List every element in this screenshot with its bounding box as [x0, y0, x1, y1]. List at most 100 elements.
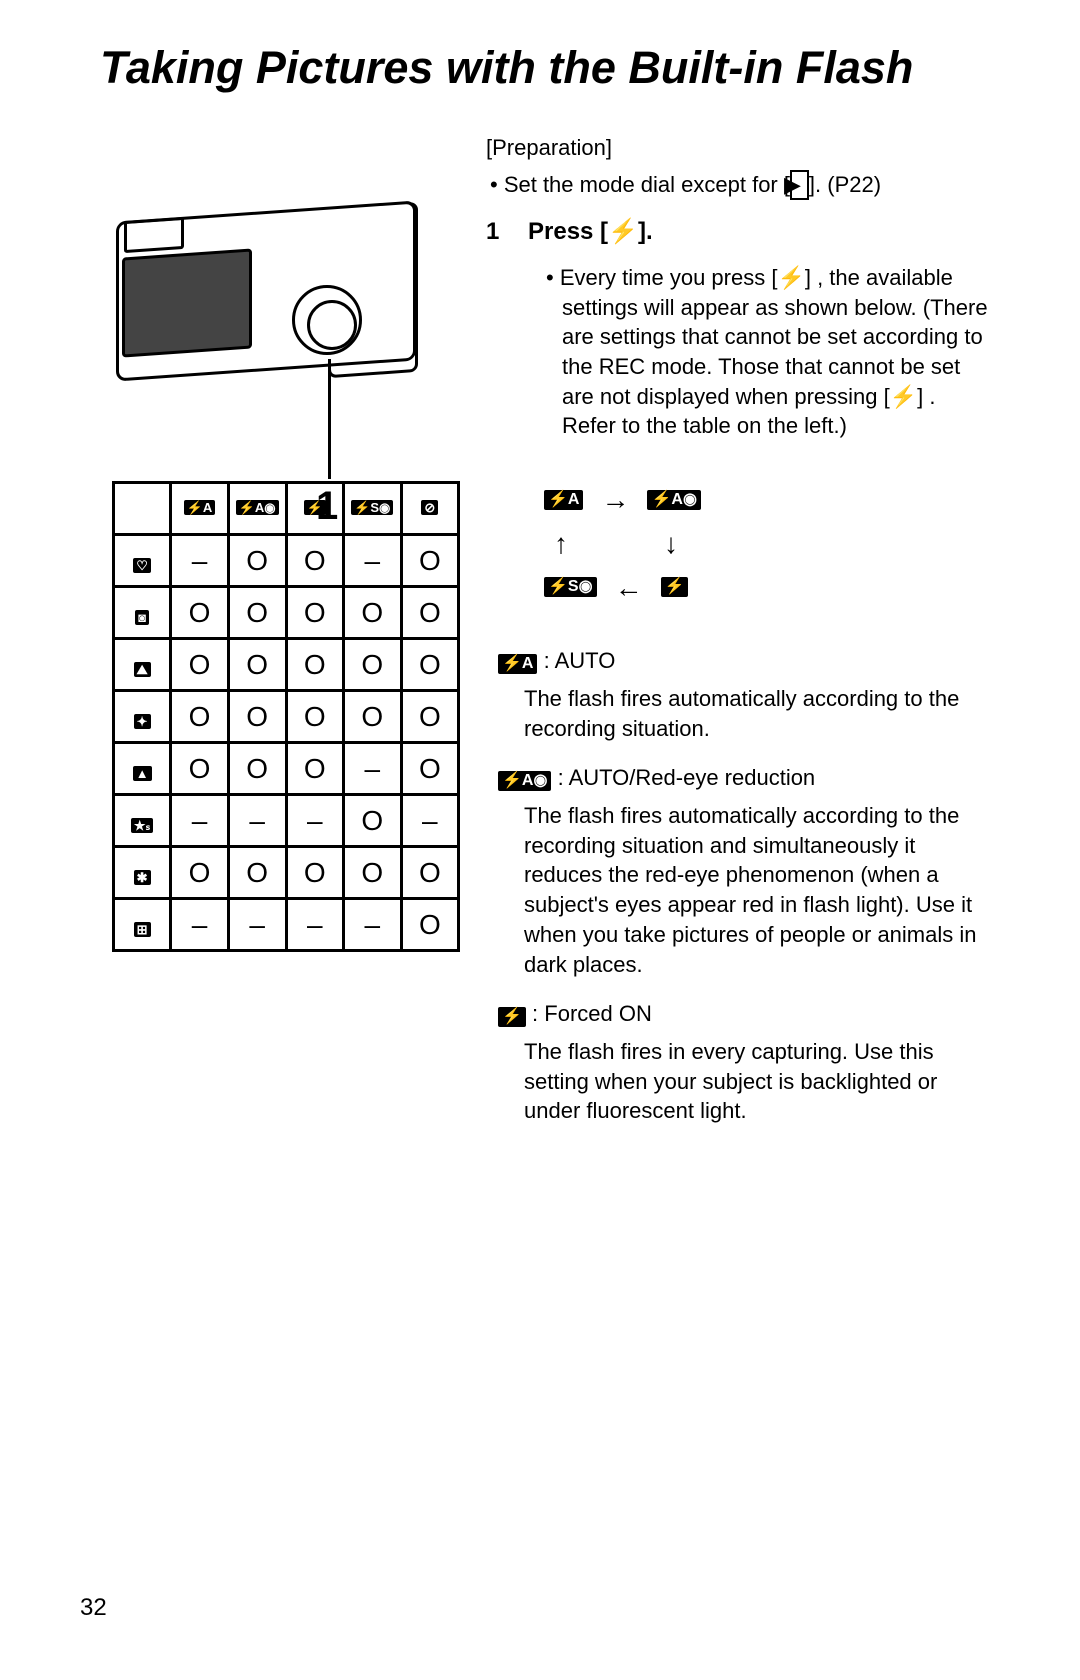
table-cell: –	[343, 742, 401, 794]
table-cell: –	[171, 534, 229, 586]
row-header: ◙	[114, 586, 171, 638]
flash-auto-redeye-icon: ⚡A◉	[498, 771, 551, 791]
table-cell: O	[171, 742, 229, 794]
table-cell: O	[286, 742, 343, 794]
mode-auto: ⚡A : AUTO The flash fires automatically …	[498, 646, 995, 743]
mode-dial-icon: ⛰︎	[134, 662, 151, 677]
table-cell: O	[343, 638, 401, 690]
mid-area: ⚡A ⚡A◉ ⚡ ⚡S◉ ⊘ ♡–OO–O◙OOOOO⛰︎OOOOO✦OOOOO…	[100, 481, 995, 1146]
table-cell: –	[171, 898, 229, 950]
callout-number: 1	[316, 479, 338, 533]
table-cell: O	[171, 638, 229, 690]
table-cell: O	[286, 846, 343, 898]
mode-heading: ⚡ : Forced ON	[498, 999, 995, 1029]
preparation-bullet: • Set the mode dial except for [▶]. (P22…	[486, 170, 995, 200]
mode-dial-icon: ✦	[134, 714, 151, 729]
prep-text-suffix: ]. (P22)	[809, 172, 881, 197]
preparation-label: [Preparation]	[486, 133, 995, 163]
step-1-heading: 1 Press [⚡].	[486, 216, 995, 248]
mode-dial-icon: ⊞	[134, 922, 151, 937]
camera-illustration: 1	[100, 173, 440, 413]
col-header: ⊘	[401, 482, 458, 534]
mode-body: The flash fires automatically according …	[498, 684, 995, 743]
mode-label: : AUTO	[544, 648, 616, 673]
table-cell: –	[171, 794, 229, 846]
top-area: 1 [Preparation] • Set the mode dial exce…	[100, 123, 995, 441]
table-header-row: ⚡A ⚡A◉ ⚡ ⚡S◉ ⊘	[114, 482, 459, 534]
step-body: • Every time you press [⚡] , the availab…	[486, 263, 995, 441]
table-cell: O	[171, 846, 229, 898]
flash-icon: ⚡	[777, 265, 804, 290]
arrow-left-icon: ←	[615, 569, 643, 607]
playback-icon: ▶	[790, 170, 809, 200]
flash-auto-icon: ⚡A	[184, 500, 216, 515]
table-cell: O	[228, 846, 286, 898]
flash-slow-redeye-icon: ⚡S◉	[544, 577, 597, 597]
mode-dial-icon: ✱	[134, 870, 151, 885]
flash-off-icon: ⊘	[421, 500, 438, 515]
table-cell: O	[401, 690, 458, 742]
col-header: ⚡A◉	[228, 482, 286, 534]
table-row: ⊞––––O	[114, 898, 459, 950]
table-cell: O	[401, 742, 458, 794]
row-header: ⊞	[114, 898, 171, 950]
table-cell: –	[286, 898, 343, 950]
table-cell: O	[343, 846, 401, 898]
row-header: ✦	[114, 690, 171, 742]
table-cell: –	[343, 534, 401, 586]
table-row: ✱OOOOO	[114, 846, 459, 898]
table-cell: O	[228, 534, 286, 586]
mode-auto-redeye: ⚡A◉ : AUTO/Red-eye reduction The flash f…	[498, 763, 995, 979]
flash-auto-redeye-icon: ⚡A◉	[236, 500, 279, 515]
table-cell: O	[228, 586, 286, 638]
table-cell: O	[401, 846, 458, 898]
arrow-right-icon: →	[601, 481, 629, 519]
table-cell: O	[401, 586, 458, 638]
arrow-down-icon: ↓	[664, 525, 678, 563]
flash-on-icon: ⚡	[661, 577, 689, 597]
table-row: ✦OOOOO	[114, 690, 459, 742]
flash-mode-table: ⚡A ⚡A◉ ⚡ ⚡S◉ ⊘ ♡–OO–O◙OOOOO⛰︎OOOOO✦OOOOO…	[112, 481, 460, 952]
flash-auto-icon: ⚡A	[544, 490, 583, 510]
row-header: ★ₛ	[114, 794, 171, 846]
step-press-line: Press [⚡].	[528, 216, 653, 248]
table-row: ⛰︎OOOOO	[114, 638, 459, 690]
flash-auto-redeye-icon: ⚡A◉	[647, 490, 700, 510]
table-cell: –	[228, 898, 286, 950]
table-cell: O	[343, 794, 401, 846]
instruction-column: [Preparation] • Set the mode dial except…	[486, 123, 995, 441]
table-cell: O	[286, 586, 343, 638]
row-header: ⛰︎	[114, 638, 171, 690]
table-row: ★ₛ–––O–	[114, 794, 459, 846]
table-corner	[114, 482, 171, 534]
mode-dial-icon: ♡	[133, 558, 151, 573]
flash-cycle-diagram: ⚡A → ⚡A◉ ↑ ↓ ⚡S◉ ← ⚡	[544, 481, 995, 606]
table-cell: O	[401, 638, 458, 690]
table-cell: O	[401, 898, 458, 950]
table-cell: O	[343, 586, 401, 638]
table-cell: –	[228, 794, 286, 846]
table-cell: O	[171, 586, 229, 638]
press-prefix: Press [	[528, 218, 608, 245]
mode-label: : AUTO/Red-eye reduction	[558, 765, 816, 790]
page-number: 32	[80, 1592, 107, 1624]
camera-illustration-column: 1	[100, 123, 460, 441]
cycle-row-bottom: ⚡S◉ ← ⚡	[544, 569, 995, 607]
arrow-up-icon: ↑	[554, 525, 568, 563]
table-row: ♡–OO–O	[114, 534, 459, 586]
table-cell: O	[343, 690, 401, 742]
row-header: ♡	[114, 534, 171, 586]
flash-on-icon: ⚡	[498, 1007, 526, 1027]
col-header: ⚡S◉	[343, 482, 401, 534]
table-cell: O	[286, 690, 343, 742]
description-column: ⚡A → ⚡A◉ ↑ ↓ ⚡S◉ ← ⚡ ⚡A : AUTO The flash…	[498, 481, 995, 1146]
mode-body: The flash fires automatically according …	[498, 801, 995, 979]
table-cell: –	[343, 898, 401, 950]
page-title: Taking Pictures with the Built-in Flash	[100, 38, 995, 99]
table-cell: O	[171, 690, 229, 742]
step-number: 1	[486, 216, 500, 248]
flash-icon: ⚡	[608, 218, 638, 245]
row-header: ▲	[114, 742, 171, 794]
table-cell: O	[286, 638, 343, 690]
mode-heading: ⚡A◉ : AUTO/Red-eye reduction	[498, 763, 995, 793]
